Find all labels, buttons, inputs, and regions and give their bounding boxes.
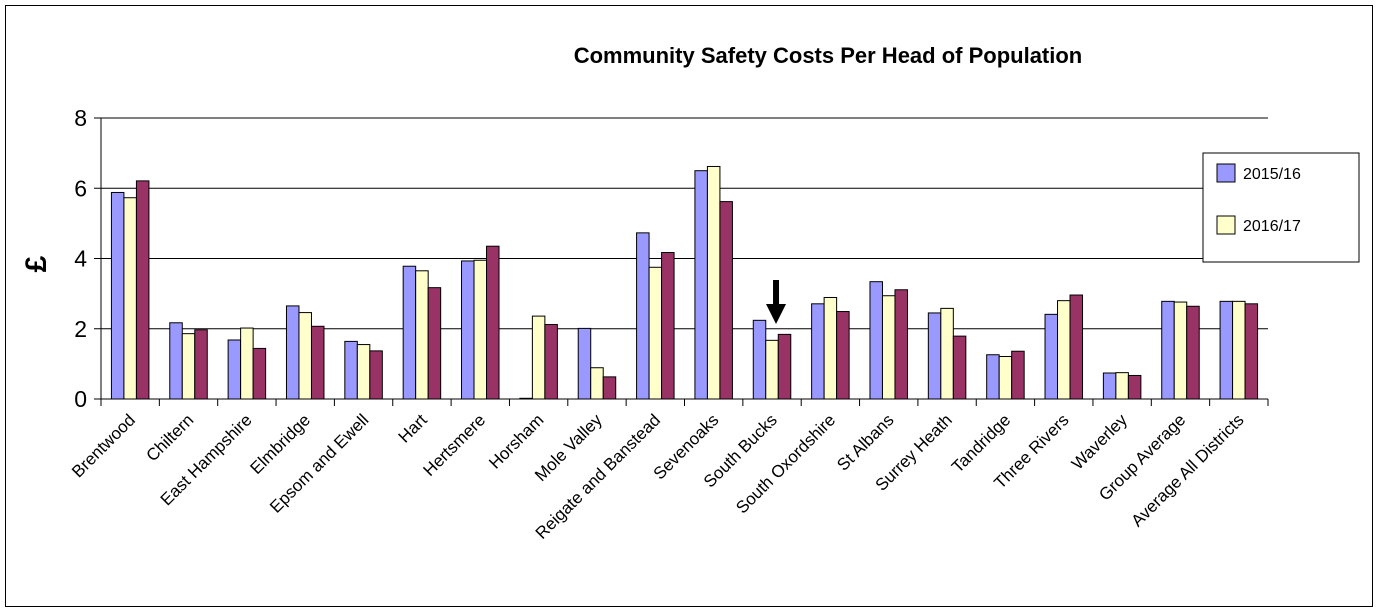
bar [719, 201, 733, 400]
bar [823, 296, 838, 400]
bar [402, 265, 417, 400]
y-axis-label: £ [20, 255, 53, 272]
y-tick-label: 6 [74, 175, 87, 201]
down-arrow-annotation [766, 280, 787, 324]
bar [1219, 300, 1234, 400]
y-tick-label: 8 [74, 105, 87, 131]
bar [1186, 305, 1200, 400]
bar [1232, 300, 1246, 400]
x-tick-label: South Oxordshire [732, 410, 839, 517]
bar [836, 311, 850, 400]
bar [1102, 372, 1117, 400]
bar [544, 324, 558, 400]
bar [765, 339, 779, 400]
x-tick-label: Hertsmere [420, 410, 490, 480]
bar [986, 354, 1000, 400]
legend-label: 2015/16 [1243, 166, 1301, 183]
x-tick-label: Chiltern [142, 410, 197, 465]
bar [227, 339, 242, 400]
bar [415, 270, 429, 400]
bar [1057, 300, 1071, 400]
y-tick-label: 2 [74, 316, 87, 342]
legend-swatch [1216, 163, 1236, 183]
bar [1069, 294, 1084, 400]
bar [577, 327, 592, 400]
legend: 2015/16 2016/17 [1202, 152, 1360, 263]
bar [486, 245, 500, 400]
bar [135, 180, 150, 400]
bar [777, 333, 792, 400]
bar [344, 340, 358, 400]
bar [1161, 300, 1175, 400]
bar [427, 287, 442, 400]
bar [602, 376, 617, 400]
bar [894, 289, 908, 400]
bars [110, 165, 1259, 400]
x-tick-label: Average All Districts [1128, 410, 1248, 530]
bar [298, 312, 312, 400]
axes [100, 118, 1268, 400]
bar [648, 266, 663, 400]
bar [881, 295, 896, 400]
legend-label: 2016/17 [1243, 218, 1301, 235]
bar [181, 333, 196, 400]
bar [811, 303, 825, 400]
bar [310, 325, 325, 400]
chart-frame: Community Safety Costs Per Head of Popul… [5, 5, 1373, 607]
bar [194, 329, 208, 400]
bar [1044, 313, 1059, 400]
x-tick-label: Brentwood [68, 410, 139, 481]
bar [998, 355, 1013, 400]
bar [590, 367, 604, 400]
y-tick-labels: 0 2 4 6 8 [74, 105, 87, 412]
bar [927, 312, 942, 400]
chart-title: Community Safety Costs Per Head of Popul… [574, 43, 1083, 68]
bar [869, 281, 883, 400]
bar [1011, 350, 1025, 400]
bar [473, 259, 488, 400]
bar [1244, 303, 1259, 400]
chart-area: Community Safety Costs Per Head of Popul… [20, 43, 1360, 543]
legend-swatch [1216, 215, 1236, 235]
bar [169, 322, 183, 400]
bar [752, 319, 767, 400]
bar [123, 197, 137, 400]
bar [694, 170, 708, 400]
y-tick-label: 4 [74, 246, 87, 272]
bar [706, 165, 721, 400]
bar [110, 191, 125, 400]
bar [1173, 301, 1188, 400]
x-tick-label: Hart [395, 410, 431, 446]
bar [252, 347, 267, 400]
bar [952, 335, 967, 400]
bar [356, 344, 371, 400]
bar [461, 260, 475, 400]
gridlines [94, 117, 1269, 406]
bar [940, 307, 954, 400]
bar [240, 327, 254, 400]
annotations [766, 280, 787, 324]
bar [661, 252, 675, 400]
bar [1127, 374, 1142, 400]
y-tick-label: 0 [74, 386, 87, 412]
x-tick-label: Epsom and Ewell [266, 410, 372, 516]
bar [636, 232, 650, 400]
bar [531, 315, 546, 400]
bar [369, 350, 383, 400]
bar [285, 305, 300, 400]
bar [1115, 372, 1129, 400]
